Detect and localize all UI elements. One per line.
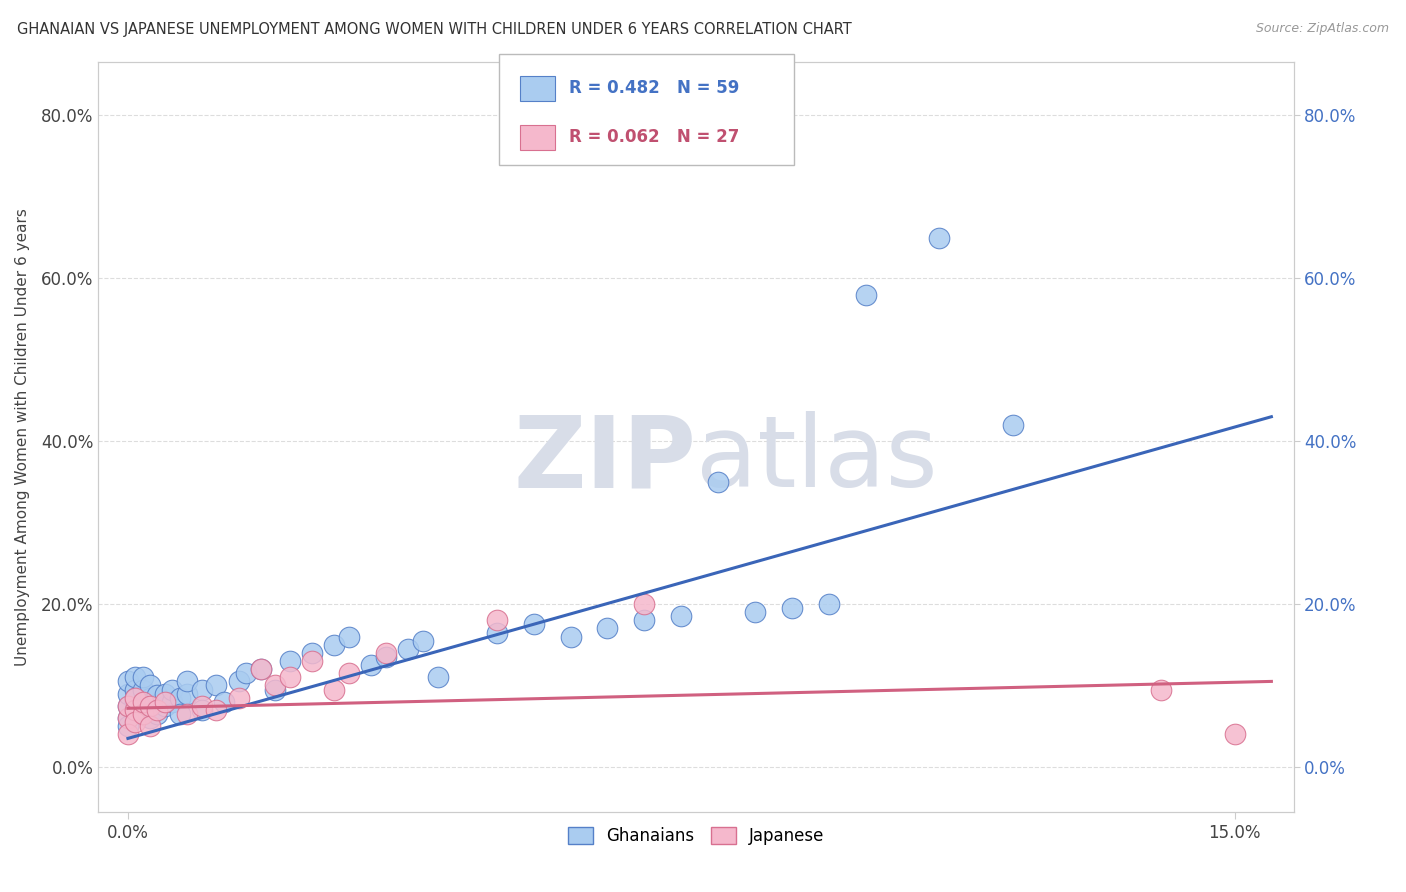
Point xyxy=(278,654,301,668)
Point xyxy=(249,662,271,676)
Point xyxy=(1223,727,1246,741)
Point xyxy=(396,641,419,656)
Point xyxy=(117,711,139,725)
Point xyxy=(485,613,508,627)
Point xyxy=(633,613,655,627)
Point xyxy=(375,646,398,660)
Text: ZIP: ZIP xyxy=(513,411,696,508)
Point xyxy=(337,630,360,644)
Point xyxy=(139,698,162,713)
Point xyxy=(153,695,176,709)
Point xyxy=(1150,682,1173,697)
Point xyxy=(117,674,139,689)
Point xyxy=(117,687,139,701)
Point xyxy=(146,688,169,702)
Point xyxy=(337,666,360,681)
Point xyxy=(131,706,153,721)
Point xyxy=(780,601,803,615)
Point xyxy=(744,605,766,619)
Point xyxy=(139,703,162,717)
Point xyxy=(485,625,508,640)
Point xyxy=(169,706,191,721)
Legend: Ghanaians, Japanese: Ghanaians, Japanese xyxy=(561,821,831,852)
Point xyxy=(139,690,162,705)
Point xyxy=(117,711,139,725)
Text: atlas: atlas xyxy=(696,411,938,508)
Point xyxy=(139,711,162,725)
Point xyxy=(131,695,153,709)
Point xyxy=(264,682,287,697)
Point xyxy=(523,617,546,632)
Point xyxy=(633,597,655,611)
Point xyxy=(124,690,146,705)
Point xyxy=(124,670,146,684)
Point xyxy=(124,695,146,709)
Point xyxy=(205,678,228,692)
Point xyxy=(190,698,212,713)
Text: Source: ZipAtlas.com: Source: ZipAtlas.com xyxy=(1256,22,1389,36)
Point xyxy=(671,609,693,624)
Point xyxy=(176,706,198,721)
Point xyxy=(323,682,346,697)
Point xyxy=(264,678,287,692)
Point xyxy=(117,727,139,741)
Point xyxy=(560,630,582,644)
Point xyxy=(412,633,434,648)
Point xyxy=(124,682,146,697)
Point xyxy=(375,650,398,665)
Point xyxy=(176,687,198,701)
Text: R = 0.062   N = 27: R = 0.062 N = 27 xyxy=(569,128,740,146)
Point xyxy=(928,230,950,244)
Point xyxy=(855,287,877,301)
Point xyxy=(131,706,153,721)
Point xyxy=(817,597,839,611)
Text: R = 0.482   N = 59: R = 0.482 N = 59 xyxy=(569,79,740,97)
Point xyxy=(176,674,198,689)
Point xyxy=(146,706,169,721)
Point xyxy=(169,690,191,705)
Point xyxy=(117,719,139,733)
Point xyxy=(249,662,271,676)
Point xyxy=(190,682,212,697)
Text: GHANAIAN VS JAPANESE UNEMPLOYMENT AMONG WOMEN WITH CHILDREN UNDER 6 YEARS CORREL: GHANAIAN VS JAPANESE UNEMPLOYMENT AMONG … xyxy=(17,22,852,37)
Y-axis label: Unemployment Among Women with Children Under 6 years: Unemployment Among Women with Children U… xyxy=(15,208,30,666)
Point xyxy=(131,695,153,709)
Point xyxy=(596,622,619,636)
Point xyxy=(160,682,183,697)
Point xyxy=(124,715,146,730)
Point xyxy=(117,698,139,713)
Point xyxy=(139,678,162,692)
Point xyxy=(301,654,323,668)
Point xyxy=(124,703,146,717)
Point xyxy=(153,698,176,713)
Point xyxy=(205,703,228,717)
Point xyxy=(117,698,139,713)
Point xyxy=(190,703,212,717)
Point xyxy=(228,674,250,689)
Point xyxy=(131,670,153,684)
Point xyxy=(153,687,176,701)
Point xyxy=(146,703,169,717)
Point xyxy=(160,695,183,709)
Point xyxy=(707,475,730,489)
Point xyxy=(228,690,250,705)
Point xyxy=(124,703,146,717)
Point xyxy=(235,666,257,681)
Point xyxy=(124,690,146,705)
Point xyxy=(131,682,153,697)
Point xyxy=(301,646,323,660)
Point xyxy=(146,701,169,715)
Point xyxy=(278,670,301,684)
Point xyxy=(1002,417,1025,432)
Point xyxy=(323,638,346,652)
Point xyxy=(426,670,449,684)
Point xyxy=(212,695,235,709)
Point xyxy=(139,719,162,733)
Point xyxy=(360,658,382,673)
